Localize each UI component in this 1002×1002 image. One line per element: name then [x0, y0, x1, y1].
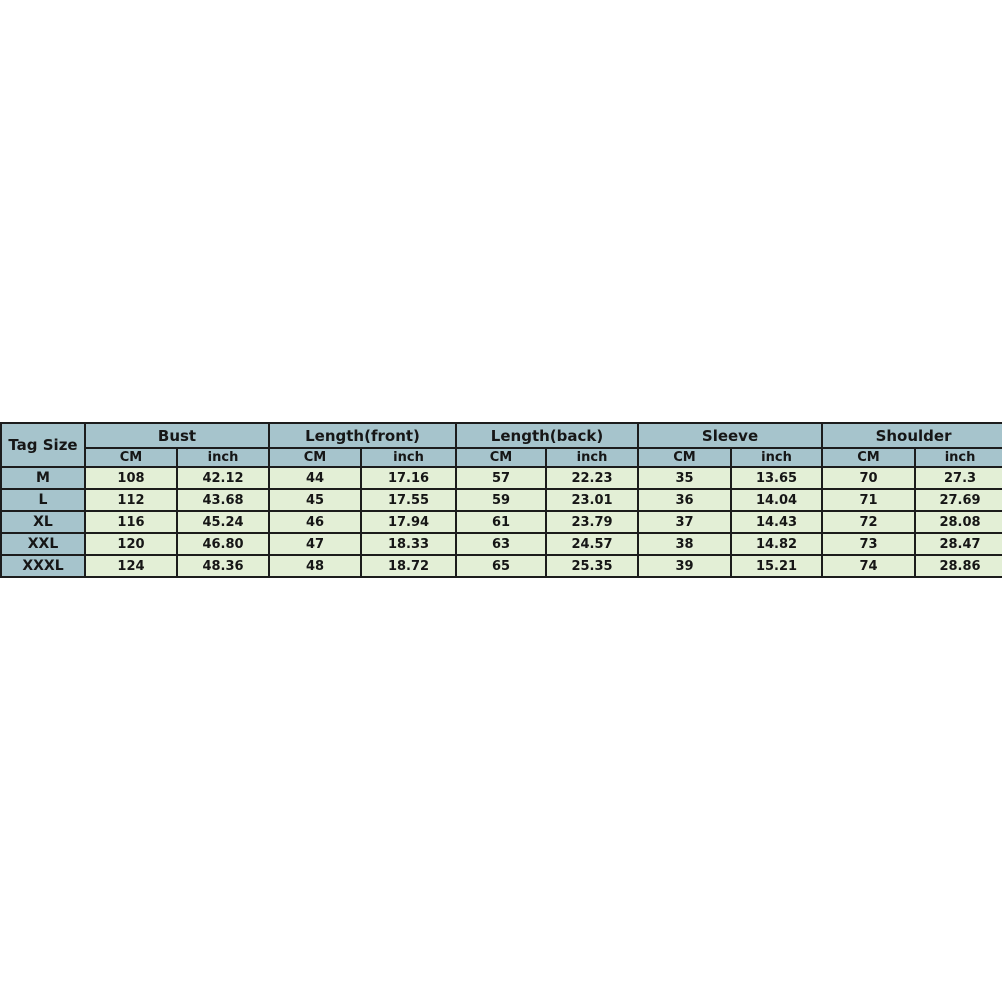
table-row: M 108 42.12 44 17.16 57 22.23 35 13.65 7… [0, 466, 1002, 490]
value-cell: 25.35 [545, 554, 640, 578]
value-cell: 14.82 [730, 532, 824, 556]
value-cell: 70 [821, 466, 917, 490]
value-cell: 27.3 [914, 466, 1002, 490]
value-cell: 28.08 [914, 510, 1002, 534]
value-cell: 46 [268, 510, 362, 534]
value-cell: 45.24 [176, 510, 270, 534]
group-header-bust: Bust [84, 422, 270, 449]
value-cell: 42.12 [176, 466, 270, 490]
value-cell: 28.86 [914, 554, 1002, 578]
group-header-length-front: Length(front) [267, 422, 458, 449]
table-row: XXXL 124 48.36 48 18.72 65 25.35 39 15.2… [0, 554, 1002, 578]
value-cell: 38 [637, 532, 733, 556]
value-cell: 124 [84, 554, 178, 578]
size-label-m: M [0, 466, 86, 490]
value-cell: 74 [821, 554, 917, 578]
unit-header-bust-inch: inch [176, 447, 270, 468]
value-cell: 73 [821, 532, 917, 556]
value-cell: 14.04 [730, 488, 824, 512]
value-cell: 27.69 [914, 488, 1002, 512]
size-label-xl: XL [0, 510, 86, 534]
value-cell: 17.55 [359, 488, 458, 512]
table-row: XXL 120 46.80 47 18.33 63 24.57 38 14.82… [0, 532, 1002, 556]
value-cell: 17.16 [359, 466, 458, 490]
corner-header-tag-size: Tag Size [0, 422, 86, 468]
value-cell: 59 [455, 488, 548, 512]
unit-header-length-back-cm: CM [455, 447, 548, 468]
unit-header-length-front-inch: inch [359, 447, 458, 468]
size-label-l: L [0, 488, 86, 512]
value-cell: 28.47 [914, 532, 1002, 556]
value-cell: 44 [268, 466, 362, 490]
value-cell: 71 [821, 488, 917, 512]
value-cell: 63 [455, 532, 548, 556]
value-cell: 65 [455, 554, 548, 578]
unit-header-sleeve-cm: CM [637, 447, 733, 468]
value-cell: 23.01 [545, 488, 640, 512]
size-label-xxxl: XXXL [0, 554, 86, 578]
value-cell: 17.94 [359, 510, 458, 534]
value-cell: 37 [637, 510, 733, 534]
value-cell: 108 [84, 466, 178, 490]
value-cell: 35 [637, 466, 733, 490]
value-cell: 43.68 [176, 488, 270, 512]
value-cell: 24.57 [545, 532, 640, 556]
value-cell: 36 [637, 488, 733, 512]
value-cell: 45 [268, 488, 362, 512]
unit-header-shoulder-cm: CM [821, 447, 917, 468]
value-cell: 57 [455, 466, 548, 490]
value-cell: 22.23 [545, 466, 640, 490]
value-cell: 48 [268, 554, 362, 578]
value-cell: 39 [637, 554, 733, 578]
unit-header-sleeve-inch: inch [730, 447, 824, 468]
value-cell: 15.21 [730, 554, 824, 578]
value-cell: 13.65 [730, 466, 824, 490]
unit-header-length-front-cm: CM [268, 447, 362, 468]
table-header-group-row: Tag Size Bust Length(front) Length(back)… [0, 422, 1002, 468]
table-row: XL 116 45.24 46 17.94 61 23.79 37 14.43 … [0, 510, 1002, 534]
value-cell: 14.43 [730, 510, 824, 534]
value-cell: 18.33 [359, 532, 458, 556]
value-cell: 61 [455, 510, 548, 534]
unit-header-shoulder-inch: inch [914, 447, 1002, 468]
group-header-sleeve: Sleeve [637, 422, 824, 449]
table-row: L 112 43.68 45 17.55 59 23.01 36 14.04 7… [0, 488, 1002, 512]
unit-header-bust-cm: CM [84, 447, 178, 468]
value-cell: 18.72 [359, 554, 458, 578]
value-cell: 46.80 [176, 532, 270, 556]
value-cell: 48.36 [176, 554, 270, 578]
size-chart-table: Tag Size Bust Length(front) Length(back)… [0, 422, 1002, 578]
unit-header-length-back-inch: inch [545, 447, 640, 468]
value-cell: 47 [268, 532, 362, 556]
value-cell: 72 [821, 510, 917, 534]
value-cell: 120 [84, 532, 178, 556]
table-header-unit-row: CM inch CM inch CM inch CM inch CM inch [1, 447, 1002, 468]
size-label-xxl: XXL [0, 532, 86, 556]
size-chart: Tag Size Bust Length(front) Length(back)… [0, 422, 1002, 578]
group-header-shoulder: Shoulder [821, 422, 1002, 449]
group-header-length-back: Length(back) [455, 422, 640, 449]
value-cell: 116 [84, 510, 178, 534]
value-cell: 112 [84, 488, 178, 512]
value-cell: 23.79 [545, 510, 640, 534]
